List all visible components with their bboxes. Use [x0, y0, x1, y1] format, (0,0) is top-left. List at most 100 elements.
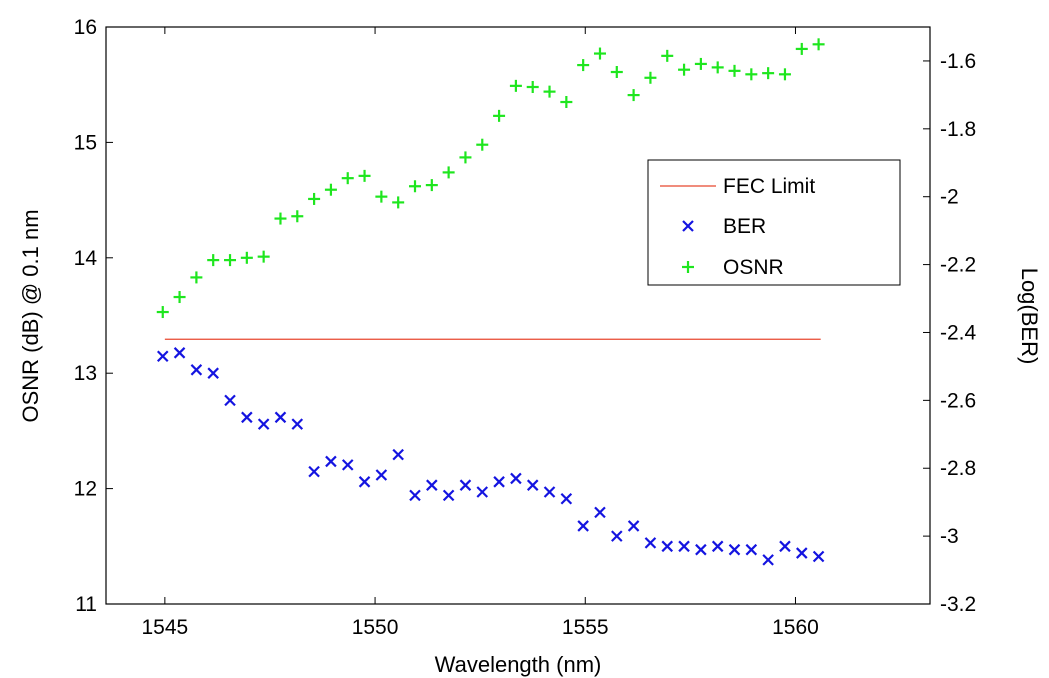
osnr-point [207, 254, 220, 267]
y-right-tick-label: -2.2 [940, 254, 976, 277]
ber-point [627, 520, 640, 532]
osnr-point [711, 61, 724, 74]
osnr-point [493, 109, 506, 122]
x-marker-stroke [291, 418, 304, 430]
y-left-tick-label: 16 [74, 16, 97, 39]
osnr-point [509, 79, 522, 92]
x-marker-stroke [409, 489, 421, 502]
legend-osnr-swatch [682, 261, 694, 273]
osnr-point [694, 57, 707, 70]
x-marker-stroke [207, 367, 219, 379]
osnr-point [610, 66, 623, 79]
x-marker-stroke [392, 448, 404, 461]
osnr-point [644, 71, 657, 84]
x-marker-stroke [224, 394, 236, 407]
osnr-point [459, 151, 472, 164]
osnr-point [526, 81, 539, 94]
ber-point [358, 476, 371, 488]
ber-point [325, 455, 337, 468]
ber-point [241, 411, 253, 424]
x-marker-stroke [560, 493, 573, 505]
x-marker-stroke [156, 350, 169, 363]
ber-point [543, 486, 556, 498]
ber-point [577, 520, 589, 532]
legend-ber-label: BER [723, 215, 766, 238]
y-left-axis-label: OSNR (dB) @ 0.1 nm [18, 209, 43, 422]
osnr-point [762, 67, 775, 80]
x-marker-stroke [173, 347, 186, 359]
y-right-axis-ticks: -3.2 -3 -2.8 -2.6 -2.4 -2.2 -2 -1.8 -1.6 [923, 50, 977, 616]
osnr-point [812, 38, 825, 51]
osnr-point [156, 306, 169, 319]
osnr-point [476, 138, 489, 151]
osnr-point [678, 63, 691, 76]
ber-point [526, 479, 539, 491]
legend-ber-marker [682, 220, 694, 232]
y-right-tick-label: -3 [940, 525, 959, 548]
osnr-point [627, 89, 640, 102]
x-marker-stroke [442, 489, 455, 502]
ber-point [711, 540, 724, 553]
osnr-point [291, 210, 304, 223]
x-marker-stroke [308, 465, 320, 478]
x-marker-stroke [577, 520, 589, 532]
y-right-tick-label: -2 [940, 186, 959, 209]
x-marker-stroke [543, 486, 556, 498]
legend-osnr-label: OSNR [723, 256, 784, 279]
ber-point [291, 418, 304, 430]
y-right-axis-label: Log(BER) [1017, 268, 1042, 365]
ber-point [392, 448, 404, 461]
osnr-point [728, 64, 741, 77]
osnr-point [257, 250, 270, 263]
y-left-tick-label: 12 [74, 478, 97, 501]
ber-point [442, 489, 455, 502]
osnr-point [358, 169, 371, 182]
ber-point [257, 418, 270, 430]
x-axis-label: Wavelength (nm) [435, 652, 602, 677]
ber-point [156, 350, 169, 363]
y-right-tick-label: -1.6 [940, 50, 976, 73]
x-tick-label: 1545 [141, 616, 188, 639]
x-marker-stroke [711, 540, 724, 553]
y-right-tick-label: -2.4 [940, 321, 977, 344]
x-marker-stroke [190, 364, 203, 376]
x-tick-label: 1560 [772, 616, 819, 639]
y-right-tick-label: -2.6 [940, 389, 976, 412]
osnr-point [392, 196, 405, 209]
x-tick-label: 1550 [352, 616, 399, 639]
osnr-point [593, 47, 606, 60]
ber-point [678, 540, 690, 553]
osnr-point [425, 179, 438, 192]
y-left-tick-label: 15 [74, 131, 97, 154]
ber-point [173, 347, 186, 359]
osnr-point [661, 49, 674, 62]
ber-point [207, 367, 219, 379]
osnr-point [745, 68, 758, 81]
osnr-point [543, 85, 556, 98]
x-marker-stroke [678, 540, 690, 553]
ber-point [745, 543, 758, 556]
ber-point [560, 493, 573, 505]
x-marker-stroke [695, 543, 707, 556]
osnr-point [442, 166, 455, 179]
osnr-point [577, 59, 590, 72]
x-marker-stroke [795, 547, 808, 559]
x-marker-stroke [375, 469, 388, 481]
y-right-tick-label: -1.8 [940, 118, 976, 141]
x-marker-stroke [476, 486, 489, 498]
ber-point [594, 506, 606, 519]
x-marker-stroke [627, 520, 640, 532]
osnr-point [778, 68, 791, 81]
legend-ber-swatch [682, 220, 694, 232]
ber-point [795, 547, 808, 559]
ber-point [190, 364, 203, 376]
ber-point [274, 411, 287, 424]
x-marker-stroke [426, 479, 438, 491]
x-marker-stroke [341, 459, 354, 471]
ber-point [644, 537, 657, 549]
x-marker-stroke [358, 476, 371, 488]
legend-osnr-marker [682, 261, 694, 273]
ber-point [695, 543, 707, 556]
ber-point [779, 540, 791, 553]
osnr-point [308, 192, 321, 205]
